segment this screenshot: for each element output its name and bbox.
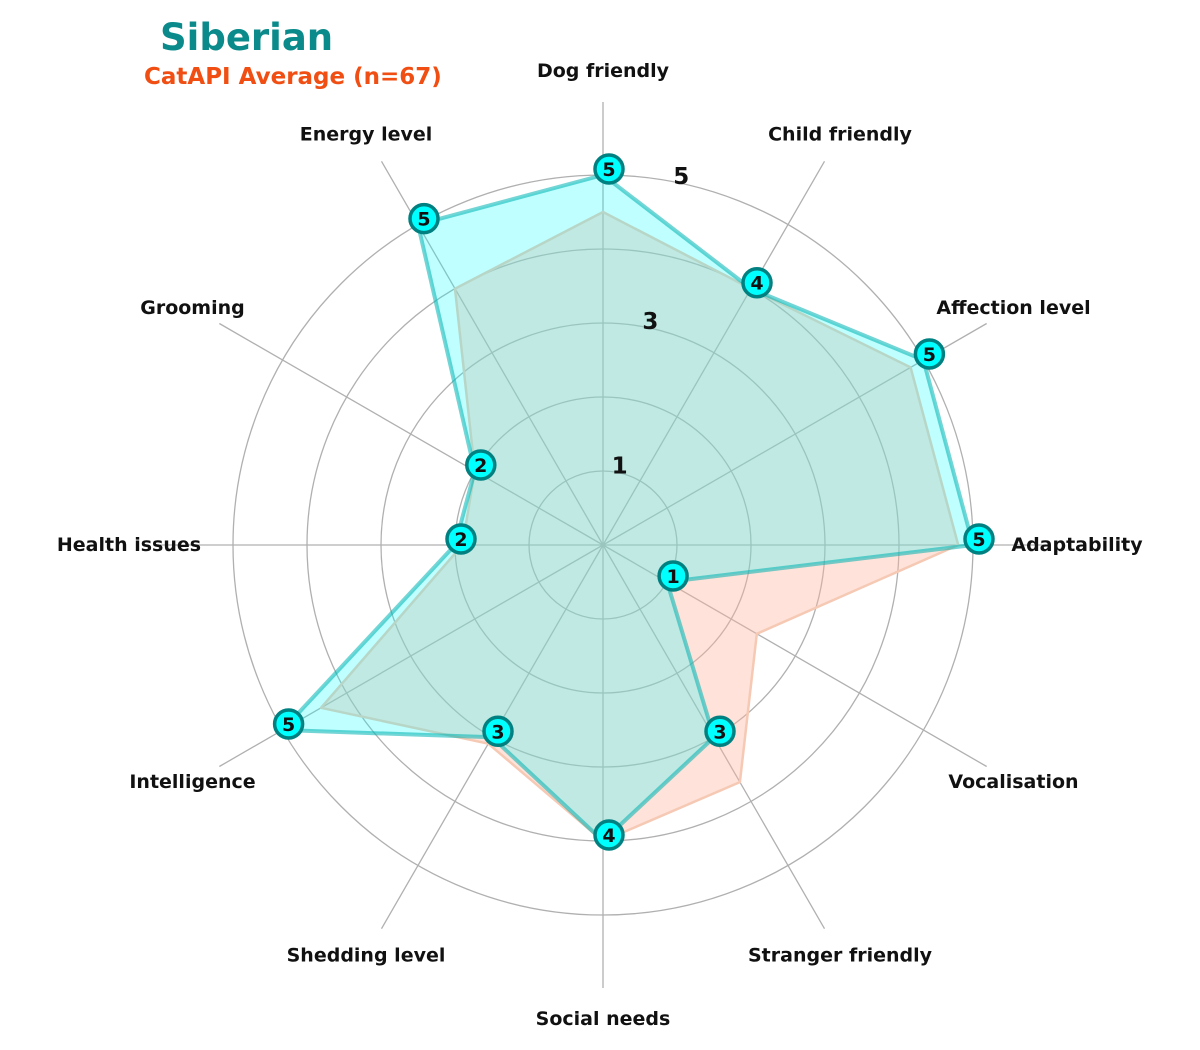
breed-markers: 5 5 4 5 5 2 2 5 3 4 3 1	[272, 153, 995, 851]
data-label: 5	[602, 159, 615, 181]
category-label: Social needs	[536, 1008, 671, 1030]
data-label: 5	[282, 714, 295, 736]
grid-axis-5	[219, 322, 604, 546]
data-label: 1	[666, 566, 679, 588]
breed-marker	[913, 338, 946, 370]
breed-marker	[593, 153, 625, 185]
breed-marker	[593, 819, 625, 851]
data-label: 3	[491, 721, 504, 743]
breed-marker	[657, 560, 689, 592]
breed-marker	[963, 523, 995, 555]
category-labels: Adaptability Affection level Child friendl…	[57, 60, 1143, 1030]
data-label: 5	[972, 529, 985, 551]
category-label: Energy level	[300, 124, 433, 146]
radial-tick-label: 5	[673, 164, 689, 190]
data-label: 3	[713, 721, 726, 743]
breed-series	[280, 173, 975, 843]
breed-marker	[741, 266, 773, 299]
category-label: Dog friendly	[537, 60, 670, 82]
category-label: Adaptability	[1011, 534, 1143, 556]
category-label: Shedding level	[287, 945, 446, 967]
category-label: Health issues	[57, 534, 201, 556]
breed-marker	[272, 708, 305, 740]
radial-tick-label: 3	[642, 309, 658, 335]
breed-marker	[465, 449, 497, 481]
radial-tick-label: 1	[612, 454, 628, 480]
category-label: Stranger friendly	[748, 945, 933, 967]
category-label: Vocalisation	[948, 771, 1078, 793]
grid-axis-2	[602, 161, 826, 546]
breed-polygon	[280, 173, 975, 843]
breed-marker	[408, 202, 440, 235]
data-label: 5	[923, 344, 936, 366]
category-label: Child friendly	[768, 124, 912, 146]
data-label: 4	[602, 825, 615, 847]
category-label: Grooming	[140, 297, 245, 319]
category-label: Affection level	[936, 297, 1090, 319]
chart-title: Siberian	[160, 16, 334, 59]
data-label: 2	[474, 455, 487, 477]
breed-marker	[482, 715, 514, 748]
chart-subtitle: CatAPI Average (n=67)	[144, 64, 442, 90]
category-label: Intelligence	[129, 771, 255, 793]
radial-tick-labels: 1 3 5	[612, 164, 690, 480]
data-label: 4	[750, 273, 763, 295]
breed-marker	[445, 523, 477, 555]
data-label: 5	[417, 209, 430, 231]
breed-marker	[704, 715, 736, 748]
data-label: 2	[454, 529, 467, 551]
